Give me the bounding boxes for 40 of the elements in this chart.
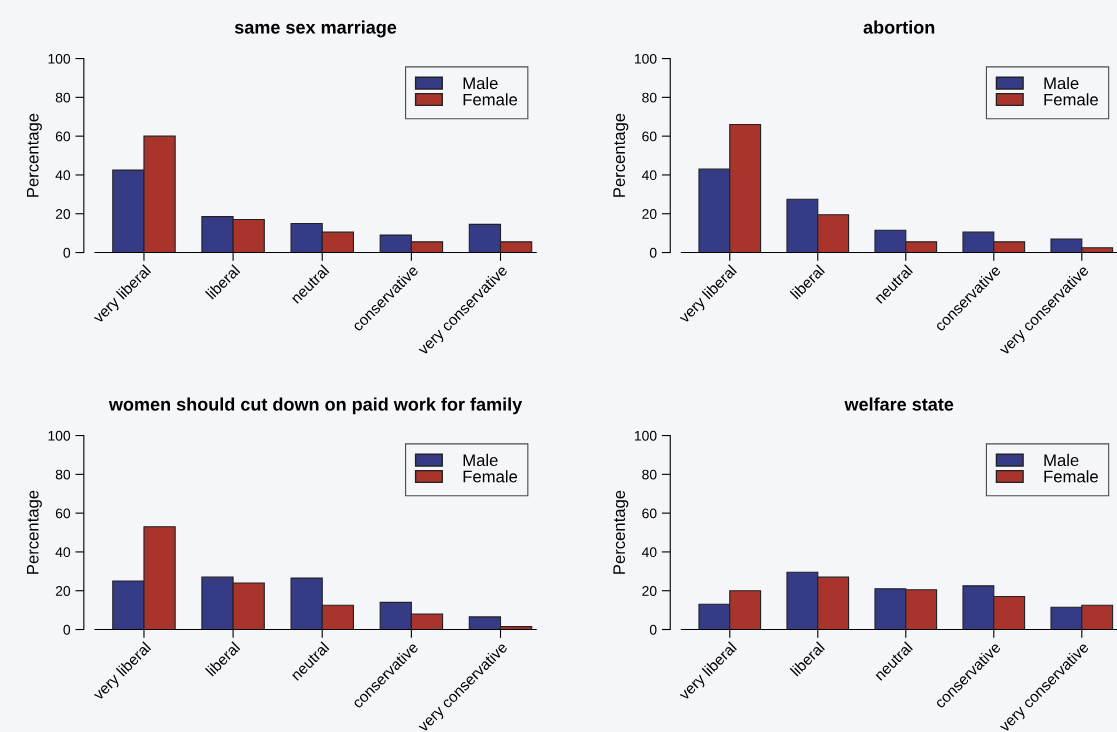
y-tick-label: 60 xyxy=(642,508,657,519)
y-tick-label: 80 xyxy=(642,469,657,480)
legend-label: Male xyxy=(1044,76,1079,90)
y-tick-label: 0 xyxy=(63,624,71,635)
y-axis-title: Percentage xyxy=(26,490,42,574)
y-tick-label: 40 xyxy=(55,547,71,558)
y-tick-label: 80 xyxy=(55,92,71,103)
y-tick-label: 60 xyxy=(642,131,657,142)
y-tick-label: 100 xyxy=(48,430,71,441)
legend-label: Female xyxy=(1044,470,1098,483)
legend-label: Male xyxy=(463,76,498,90)
y-tick-label: 40 xyxy=(641,547,657,558)
y-tick-label: 80 xyxy=(642,92,657,103)
legend-label: Male xyxy=(463,453,498,467)
chart-title: women should cut down on paid work for family xyxy=(108,397,523,415)
legend-label: Female xyxy=(463,93,518,106)
y-tick-label: 0 xyxy=(649,247,657,258)
y-axis-title: Percentage xyxy=(613,490,629,574)
y-tick-label: 60 xyxy=(55,131,71,142)
legend-label: Female xyxy=(1044,93,1098,106)
y-tick-label: 20 xyxy=(642,586,657,596)
y-tick-label: 20 xyxy=(55,586,71,596)
y-tick-label: 40 xyxy=(641,170,657,181)
y-tick-label: 40 xyxy=(55,170,71,181)
chart-title: same sex marriage xyxy=(234,20,397,38)
y-axis-title: Percentage xyxy=(26,113,42,197)
y-tick-label: 20 xyxy=(55,209,71,219)
y-tick-label: 100 xyxy=(634,430,657,441)
y-tick-label: 100 xyxy=(48,53,71,64)
y-tick-label: 0 xyxy=(649,624,657,635)
y-tick-label: 20 xyxy=(642,209,657,219)
chart-title: abortion xyxy=(863,20,935,34)
chart-title: welfare state xyxy=(844,397,954,411)
legend-label: Male xyxy=(1044,453,1079,467)
y-tick-label: 100 xyxy=(634,53,657,64)
legend-label: Female xyxy=(463,470,518,483)
y-tick-label: 60 xyxy=(55,508,71,519)
y-tick-label: 80 xyxy=(55,469,71,480)
y-axis-title: Percentage xyxy=(613,113,629,197)
y-tick-label: 0 xyxy=(63,247,71,258)
